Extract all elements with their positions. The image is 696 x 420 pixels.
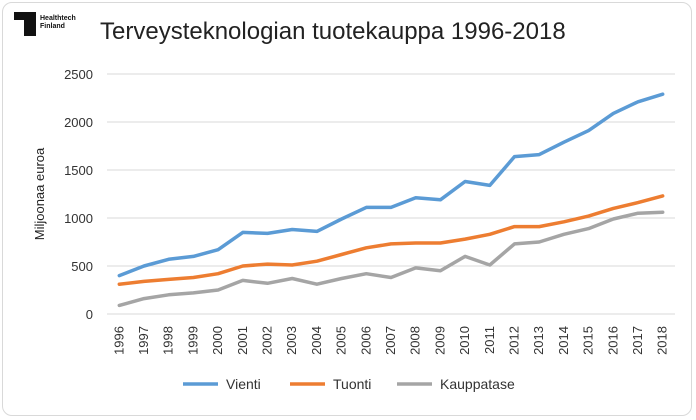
x-tick-label: 2003 <box>284 326 299 355</box>
logo-text: Healthtech Finland <box>40 15 76 31</box>
logo-line-2: Finland <box>40 23 65 30</box>
y-tick-label: 0 <box>86 307 93 322</box>
x-tick-label: 1997 <box>136 326 151 355</box>
x-tick-label: 2000 <box>210 326 225 355</box>
x-tick-label: 2005 <box>334 326 349 355</box>
chart-frame <box>2 2 692 416</box>
y-tick-label: 2000 <box>64 115 93 130</box>
x-tick-label: 1999 <box>185 326 200 355</box>
x-tick-label: 2013 <box>531 326 546 355</box>
logo-mark-icon <box>14 12 36 36</box>
x-tick-label: 2004 <box>309 326 324 355</box>
logo-line-1: Healthtech <box>40 15 76 22</box>
x-tick-label: 2011 <box>482 326 497 354</box>
x-tick-label: 2014 <box>556 326 571 355</box>
x-tick-label: 2010 <box>457 326 472 355</box>
y-tick-label: 2500 <box>64 67 93 82</box>
x-tick-label: 2016 <box>605 326 620 355</box>
x-tick-label: 2002 <box>260 326 275 355</box>
x-tick-label: 2018 <box>655 326 670 355</box>
series-line-kauppatase <box>117 210 665 308</box>
x-tick-label: 2006 <box>358 326 373 355</box>
legend-label-kauppatase: Kauppatase <box>440 376 515 392</box>
y-tick-label: 1500 <box>64 163 93 178</box>
series-line-vienti <box>117 92 665 278</box>
x-tick-label: 1998 <box>161 326 176 355</box>
legend-label-vienti: Vienti <box>226 376 261 392</box>
y-tick-label: 500 <box>71 259 93 274</box>
x-tick-label: 2007 <box>383 326 398 355</box>
legend-label-tuonti: Tuonti <box>333 376 371 392</box>
y-tick-label: 1000 <box>64 211 93 226</box>
x-tick-label: 2012 <box>506 326 521 355</box>
x-tick-label: 2008 <box>408 326 423 355</box>
x-tick-label: 2001 <box>235 326 250 355</box>
x-tick-label: 2009 <box>432 326 447 355</box>
healthtech-finland-logo: Healthtech Finland <box>14 12 94 42</box>
x-tick-label: 2017 <box>630 326 645 355</box>
x-tick-label: 1996 <box>111 326 126 355</box>
y-axis-label: Miljoonaa euroa <box>32 147 47 240</box>
series-line-tuonti <box>117 194 665 286</box>
chart-title: Terveysteknologian tuotekauppa 1996-2018 <box>100 18 566 45</box>
x-tick-label: 2015 <box>581 326 596 355</box>
